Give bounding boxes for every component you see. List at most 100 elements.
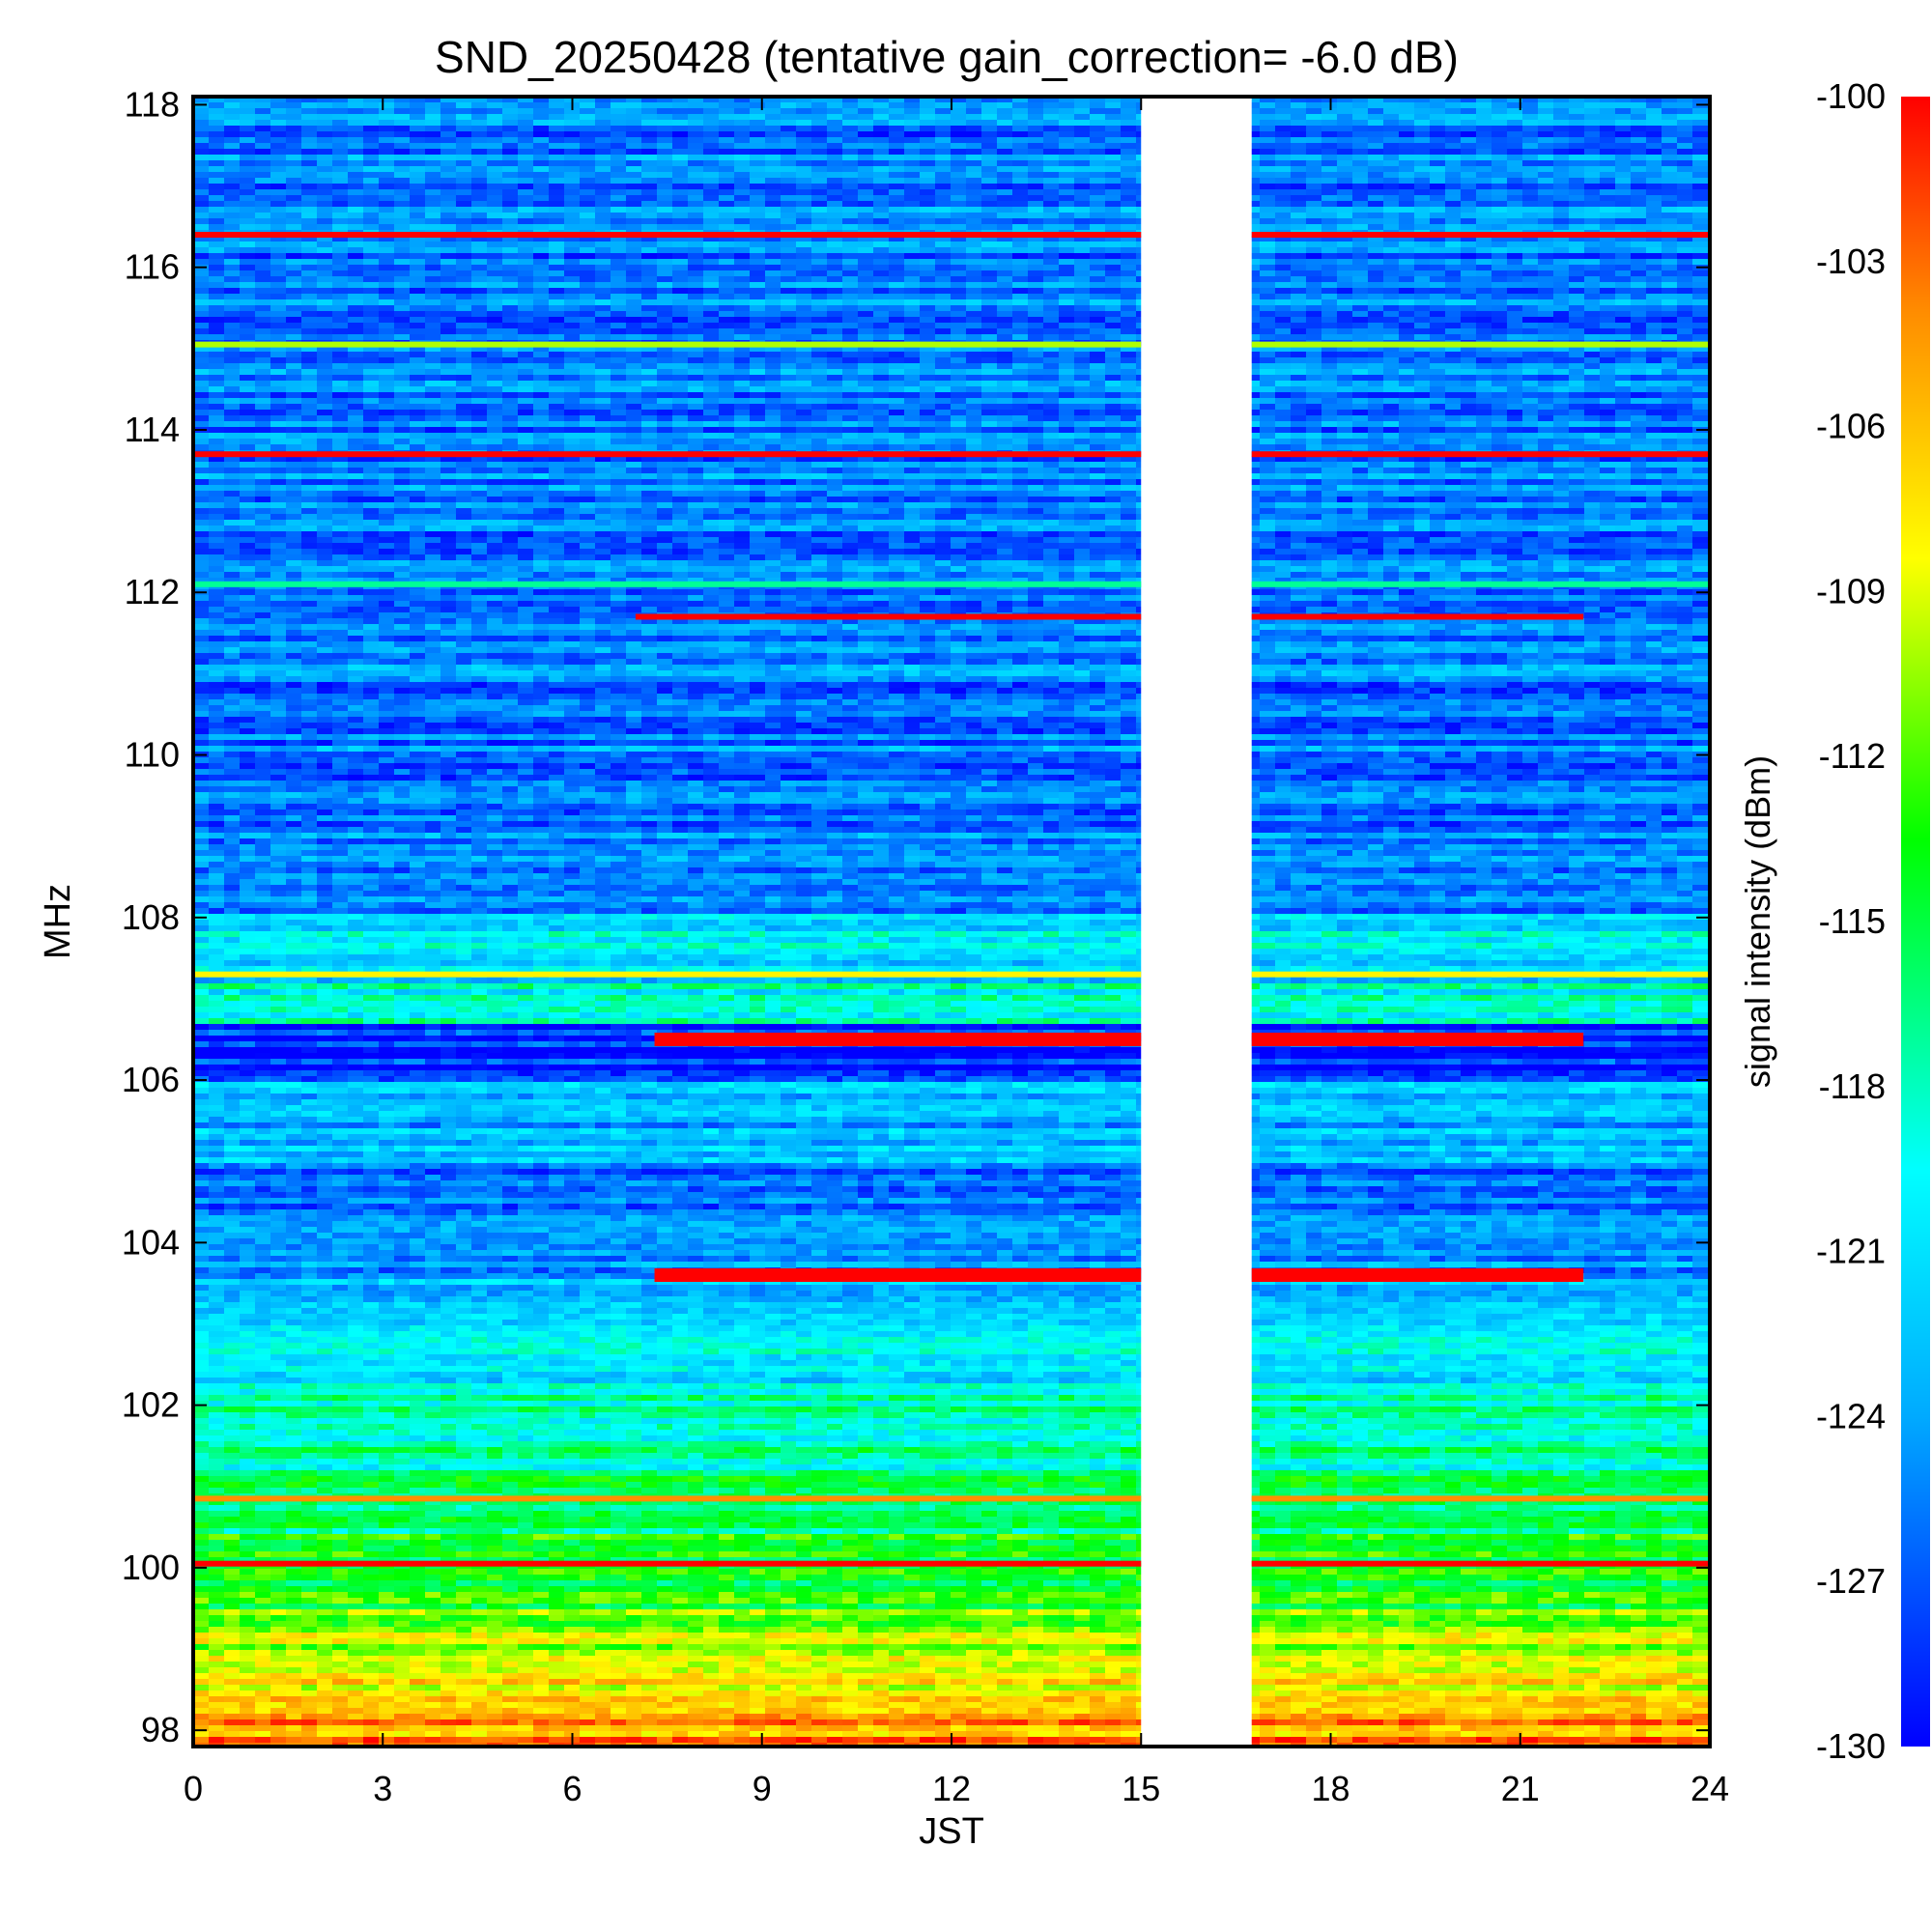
heatmap-cell	[657, 97, 672, 102]
heatmap-cell	[873, 155, 889, 160]
heatmap-cell	[672, 334, 688, 340]
heatmap-cell	[1291, 236, 1306, 242]
heatmap-cell	[1414, 363, 1430, 369]
heatmap-cell	[626, 265, 641, 270]
heatmap-cell	[394, 253, 410, 259]
heatmap-cell	[611, 311, 626, 317]
heatmap-cell	[750, 375, 765, 381]
heatmap-cell	[394, 369, 410, 375]
heatmap-cell	[657, 218, 672, 224]
heatmap-cell	[1461, 265, 1476, 270]
heatmap-cell	[1090, 207, 1105, 213]
heatmap-cell	[734, 375, 750, 381]
heatmap-cell	[1430, 236, 1445, 242]
heatmap-cell	[641, 120, 657, 126]
heatmap-cell	[255, 236, 270, 242]
heatmap-cell	[1646, 375, 1662, 381]
heatmap-cell	[1383, 265, 1399, 270]
heatmap-cell	[1507, 207, 1522, 213]
heatmap-cell	[533, 126, 549, 131]
heatmap-cell	[270, 120, 286, 126]
heatmap-cell	[564, 114, 580, 120]
heatmap-cell	[1600, 357, 1615, 363]
heatmap-cell	[193, 195, 209, 201]
heatmap-cell	[889, 242, 904, 247]
heatmap-cell	[1028, 178, 1043, 184]
heatmap-cell	[889, 270, 904, 276]
heatmap-cell	[286, 108, 301, 114]
heatmap-cell	[1414, 131, 1430, 137]
heatmap-cell	[440, 305, 456, 311]
heatmap-cell	[1600, 253, 1615, 259]
heatmap-cell	[1569, 363, 1584, 369]
heatmap-cell	[1028, 357, 1043, 363]
heatmap-cell	[951, 102, 966, 108]
heatmap-cell	[255, 224, 270, 230]
heatmap-cell	[951, 311, 966, 317]
heatmap-cell	[703, 375, 719, 381]
heatmap-cell	[1522, 172, 1538, 178]
heatmap-cell	[193, 166, 209, 172]
heatmap-cell	[1476, 178, 1492, 184]
heatmap-cell	[1569, 160, 1584, 166]
heatmap-cell	[966, 131, 981, 137]
heatmap-cell	[580, 282, 595, 288]
heatmap-cell	[920, 265, 935, 270]
heatmap-cell	[1321, 149, 1337, 155]
heatmap-cell	[1275, 126, 1291, 131]
heatmap-cell	[1461, 288, 1476, 294]
heatmap-cell	[734, 195, 750, 201]
heatmap-cell	[688, 323, 703, 328]
heatmap-cell	[1600, 311, 1615, 317]
heatmap-cell	[811, 126, 827, 131]
heatmap-cell	[920, 369, 935, 375]
heatmap-cell	[518, 294, 533, 299]
heatmap-cell	[1631, 317, 1646, 323]
heatmap-cell	[997, 253, 1012, 259]
heatmap-cell	[487, 108, 502, 114]
heatmap-cell	[549, 323, 564, 328]
heatmap-cell	[765, 126, 781, 131]
heatmap-cell	[1492, 195, 1507, 201]
heatmap-cell	[1244, 259, 1260, 265]
heatmap-cell	[1662, 195, 1677, 201]
heatmap-cell	[410, 381, 425, 386]
heatmap-cell	[1337, 131, 1352, 137]
heatmap-cell	[580, 166, 595, 172]
heatmap-cell	[1399, 294, 1414, 299]
heatmap-cell	[1646, 195, 1662, 201]
heatmap-cell	[1461, 184, 1476, 189]
heatmap-cell	[1337, 381, 1352, 386]
heatmap-cell	[1646, 363, 1662, 369]
heatmap-cell	[904, 352, 920, 357]
heatmap-cell	[1569, 201, 1584, 207]
heatmap-cell	[286, 126, 301, 131]
heatmap-cell	[1059, 218, 1074, 224]
heatmap-cell	[688, 207, 703, 213]
heatmap-cell	[703, 386, 719, 392]
heatmap-cell	[1507, 149, 1522, 155]
heatmap-cell	[1291, 270, 1306, 276]
heatmap-cell	[456, 155, 471, 160]
heatmap-cell	[1043, 166, 1059, 172]
heatmap-cell	[842, 282, 858, 288]
heatmap-cell	[240, 114, 255, 120]
heatmap-cell	[626, 120, 641, 126]
heatmap-cell	[410, 328, 425, 334]
heatmap-cell	[471, 137, 487, 143]
heatmap-cell	[1383, 149, 1399, 155]
heatmap-cell	[1522, 328, 1538, 334]
heatmap-cell	[873, 143, 889, 149]
heatmap-cell	[873, 369, 889, 375]
heatmap-cell	[270, 236, 286, 242]
heatmap-cell	[1383, 114, 1399, 120]
heatmap-cell	[981, 323, 997, 328]
heatmap-cell	[564, 253, 580, 259]
heatmap-cell	[1430, 137, 1445, 143]
heatmap-cell	[193, 381, 209, 386]
heatmap-cell	[1553, 357, 1569, 363]
heatmap-cell	[363, 143, 379, 149]
heatmap-cell	[224, 328, 240, 334]
heatmap-cell	[765, 207, 781, 213]
heatmap-cell	[240, 166, 255, 172]
